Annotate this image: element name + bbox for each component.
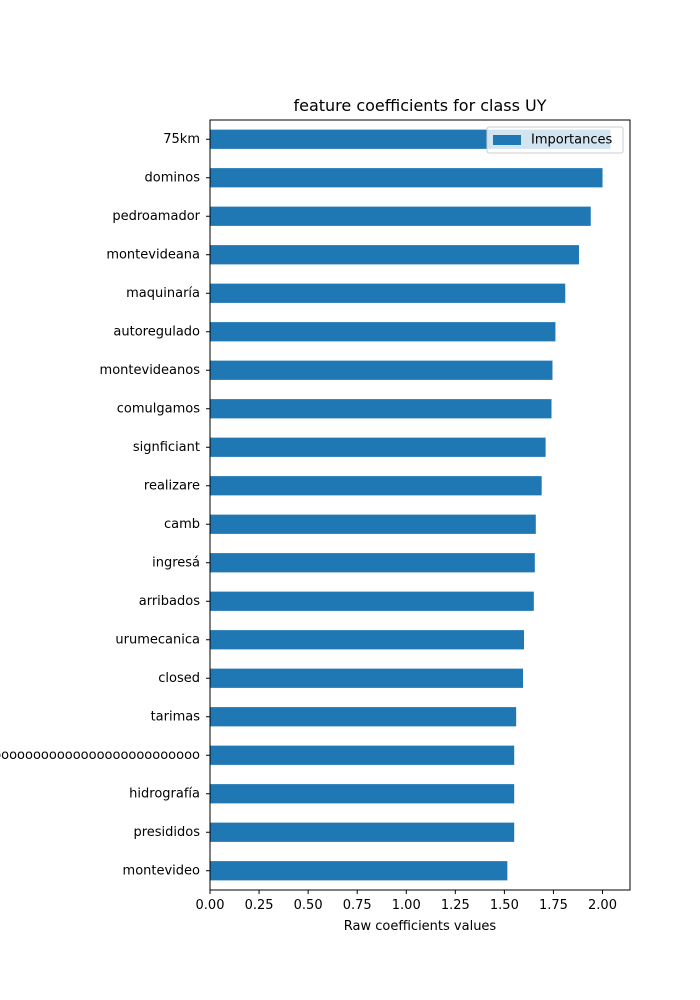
x-tick-label: 0.75	[343, 898, 372, 913]
y-tick-label: tarimas	[151, 709, 201, 724]
y-tick-label: urumecanica	[115, 632, 200, 647]
x-tick-label: 0.25	[245, 898, 274, 913]
bar-6	[210, 360, 553, 380]
bar-10	[210, 514, 536, 534]
y-tick-label: closed	[158, 671, 200, 686]
y-tick-label: signficiant	[133, 440, 200, 455]
bar-4	[210, 283, 566, 303]
bar-11	[210, 553, 535, 573]
y-tick-label: comulgamos	[117, 401, 200, 416]
bar-15	[210, 707, 517, 727]
x-tick-label: 0.00	[196, 898, 225, 913]
y-tick-label: realizare	[144, 478, 200, 493]
y-tick-label: camb	[164, 517, 200, 532]
bar-12	[210, 591, 534, 611]
bar-19	[210, 861, 508, 881]
y-tick-label: maquinaría	[126, 286, 200, 301]
legend-swatch	[493, 135, 521, 145]
y-tick-label: montevideana	[106, 247, 200, 262]
y-tick-label: hidrografía	[129, 786, 200, 801]
x-tick-label: 2.00	[588, 898, 617, 913]
bar-5	[210, 322, 556, 342]
y-axis-ticks: 75km dominos pedroamador montevideana maquin…	[0, 132, 210, 878]
bar-14	[210, 668, 524, 688]
x-tick-label: 1.50	[490, 898, 519, 913]
y-tick-label: ooooooooooooooooooooooooooooooooo	[0, 748, 200, 763]
y-tick-label: autoregulado	[113, 324, 200, 339]
x-axis-label: Raw coefficients values	[344, 919, 497, 934]
bar-2	[210, 206, 591, 226]
legend-box	[486, 126, 624, 154]
bar-1	[210, 168, 603, 188]
y-tick-label: pedroamador	[112, 209, 200, 224]
bar-18	[210, 822, 515, 842]
y-tick-label: dominos	[145, 170, 201, 185]
bar-16	[210, 745, 515, 765]
y-tick-label: ingresá	[152, 555, 200, 570]
x-axis-ticks: 0.00 0.25 0.50 0.75 1.00 1.25 1.50 1.75 2.00	[196, 890, 617, 913]
bars	[210, 129, 611, 881]
legend: Importances	[486, 126, 624, 154]
bar-7	[210, 399, 552, 419]
y-tick-label: presididos	[133, 825, 200, 840]
y-tick-label: 75km	[163, 132, 200, 147]
legend-label: Importances	[531, 133, 612, 148]
bar-3	[210, 245, 579, 265]
y-tick-label: arribados	[139, 594, 200, 609]
bar-13	[210, 630, 525, 650]
x-tick-label: 1.75	[539, 898, 568, 913]
x-tick-label: 1.00	[392, 898, 421, 913]
bar-17	[210, 784, 515, 804]
bar-9	[210, 476, 542, 496]
x-tick-label: 0.50	[294, 898, 323, 913]
plot-frame	[209, 119, 631, 891]
bar-8	[210, 437, 546, 457]
y-tick-label: montevideo	[123, 863, 201, 878]
x-tick-label: 1.25	[441, 898, 470, 913]
chart-title: feature coefficients for class UY	[293, 96, 546, 115]
y-tick-label: montevideanos	[100, 363, 201, 378]
